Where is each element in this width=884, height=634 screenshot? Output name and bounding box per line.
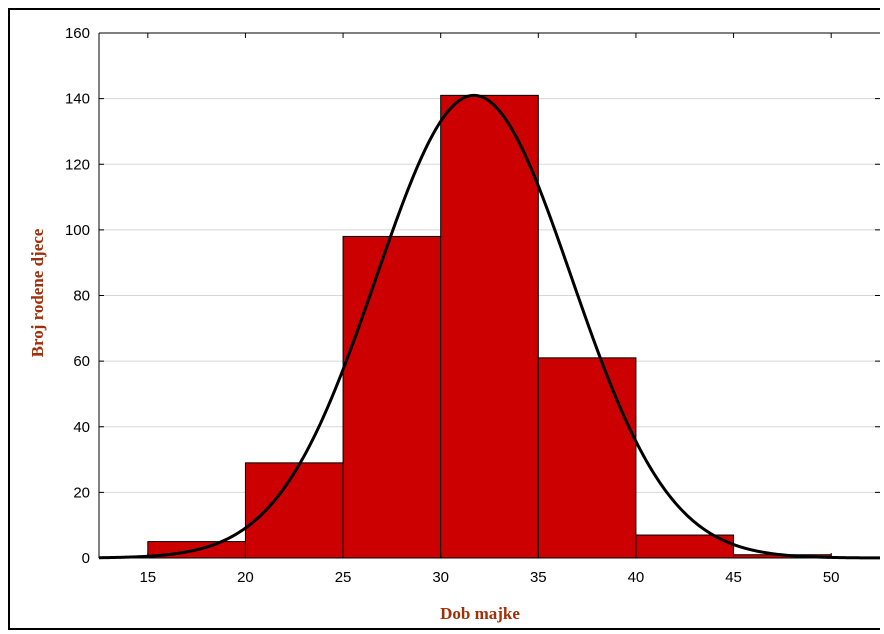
chart-frame (8, 8, 880, 630)
y-tick-label: 160 (65, 25, 90, 42)
x-tick-label: 20 (237, 569, 254, 586)
y-tick-label: 0 (82, 550, 90, 567)
y-tick-label: 80 (73, 288, 90, 305)
y-tick-label: 40 (73, 419, 90, 436)
histogram-bar-4 (537, 357, 637, 559)
y-tick-label: 100 (65, 222, 90, 239)
y-tick-label: 20 (73, 484, 90, 501)
x-tick-label: 40 (628, 569, 645, 586)
y-tick-label: 60 (73, 353, 90, 370)
x-tick-label: 45 (725, 569, 742, 586)
x-tick-label: 35 (530, 569, 547, 586)
normal-curve (98, 93, 881, 560)
histogram-bar-1 (244, 462, 344, 559)
y-tick-label: 120 (65, 156, 90, 173)
y-tick-label: 140 (65, 91, 90, 108)
x-tick-label: 15 (139, 569, 156, 586)
x-tick-label: 30 (432, 569, 449, 586)
histogram-bar-3 (440, 94, 539, 559)
histogram-bar-2 (342, 235, 442, 559)
x-tick-label: 25 (335, 569, 352, 586)
x-axis-label: Dob majke (440, 604, 520, 623)
x-tick-label: 50 (823, 569, 840, 586)
